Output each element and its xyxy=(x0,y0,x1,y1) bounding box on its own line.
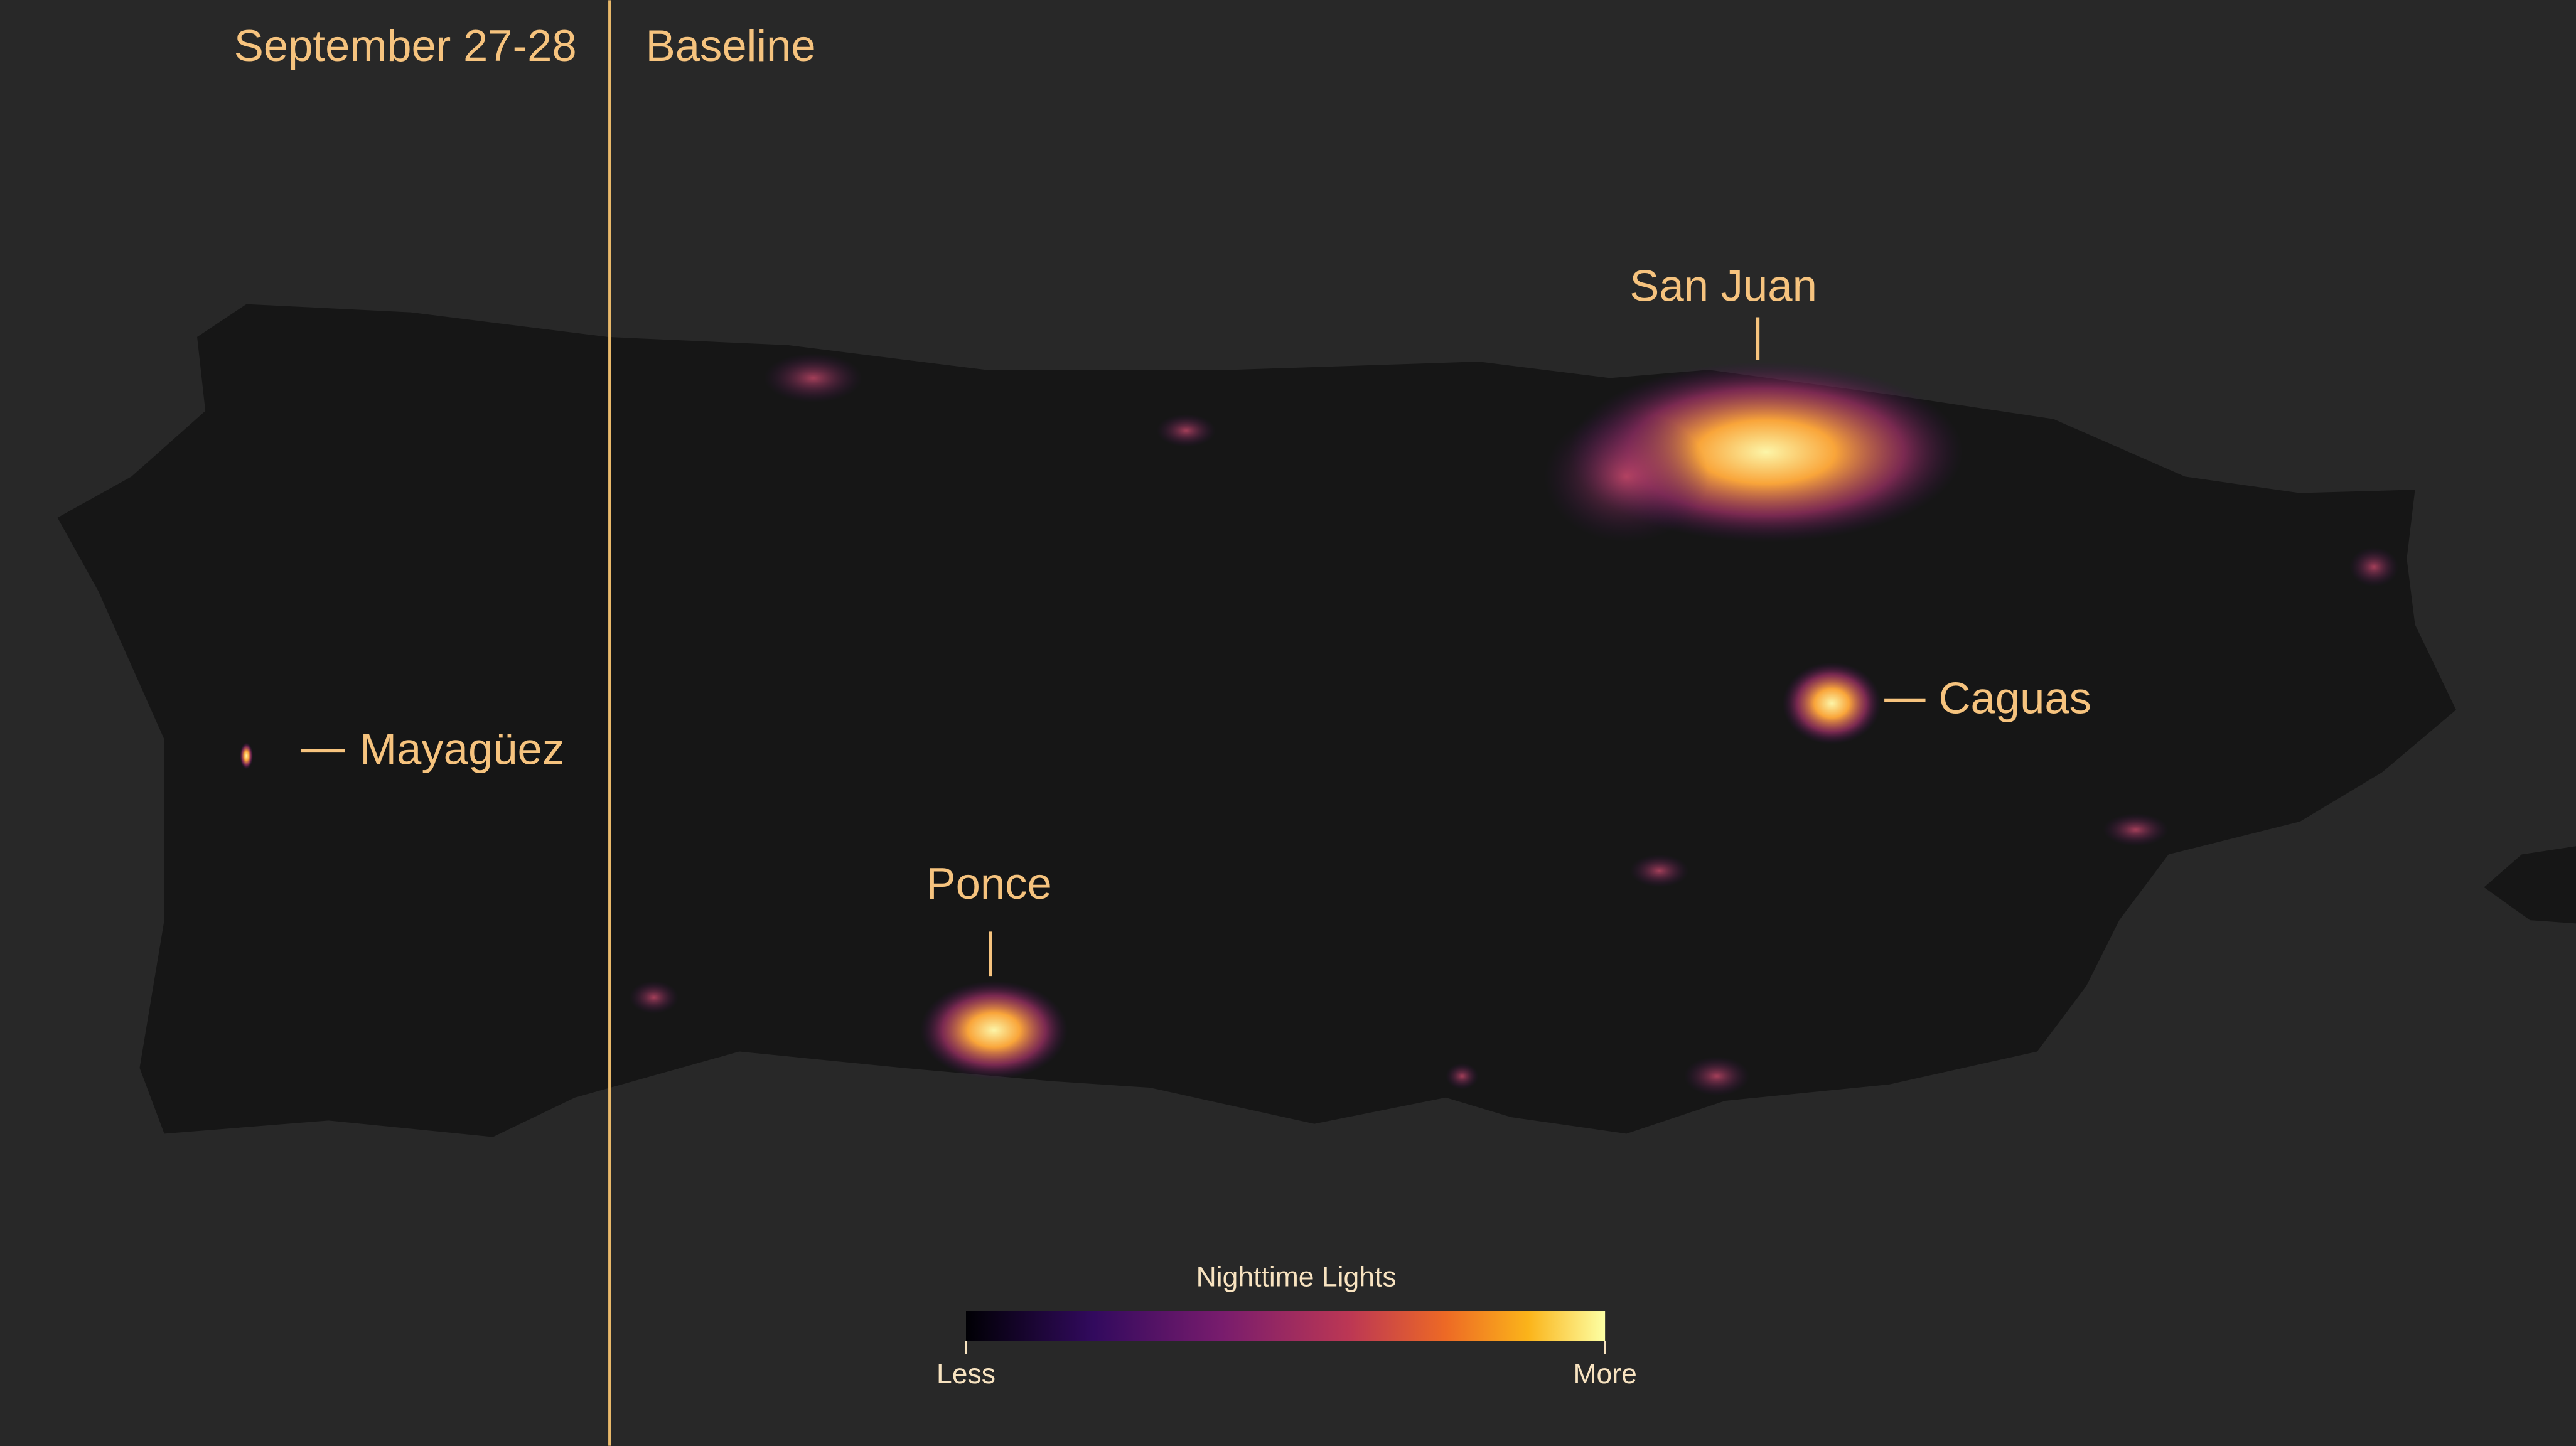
panel-label: Baseline xyxy=(646,21,816,70)
light xyxy=(629,980,679,1014)
light xyxy=(240,742,254,769)
light xyxy=(1544,410,1709,543)
light xyxy=(2349,547,2399,587)
place-label: Mayagüez xyxy=(360,724,564,773)
light xyxy=(1782,662,1881,745)
place-label: Caguas xyxy=(1938,673,2091,722)
panel-label: September 27-28 xyxy=(234,21,577,70)
legend-title: Nighttime Lights xyxy=(1196,1262,1397,1293)
place-label: Ponce xyxy=(926,859,1051,908)
light xyxy=(2103,813,2169,847)
light xyxy=(764,353,863,403)
place-label: San Juan xyxy=(1629,260,1817,310)
islet xyxy=(2484,846,2576,924)
light xyxy=(920,980,1068,1079)
color-bar xyxy=(966,1311,1606,1341)
legend-low: Less xyxy=(936,1359,996,1390)
light xyxy=(1629,854,1689,887)
light xyxy=(1446,1063,1479,1090)
lights xyxy=(629,353,2399,1096)
light xyxy=(1683,1056,1750,1096)
light xyxy=(1156,414,1216,447)
legend-high: More xyxy=(1573,1359,1636,1390)
